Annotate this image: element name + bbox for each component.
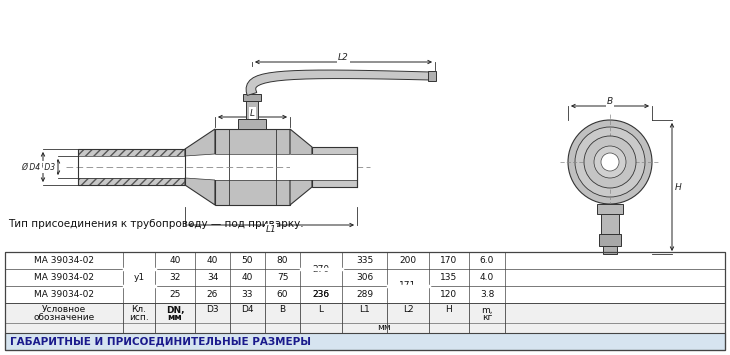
Bar [238, 119, 266, 129]
Polygon shape [185, 129, 215, 205]
Text: 75: 75 [277, 273, 288, 282]
Text: 33: 33 [242, 290, 253, 299]
Text: МА 39034-02: МА 39034-02 [34, 256, 94, 265]
Text: Ø D3: Ø D3 [36, 163, 55, 171]
Text: обозначение: обозначение [34, 313, 95, 322]
Text: 236: 236 [312, 290, 329, 299]
Text: 25: 25 [169, 290, 181, 299]
Bar [78, 149, 185, 185]
Circle shape [601, 153, 619, 171]
Text: H: H [675, 182, 681, 191]
Bar [5, 269, 725, 286]
Bar [428, 71, 436, 81]
Text: 270: 270 [312, 264, 329, 273]
Text: 289: 289 [356, 290, 373, 299]
Bar [5, 333, 725, 350]
Text: L2: L2 [338, 53, 349, 61]
Text: МА 39034-02: МА 39034-02 [34, 290, 94, 299]
Text: 236: 236 [312, 290, 329, 299]
Text: L: L [250, 109, 255, 118]
Text: 120: 120 [440, 290, 458, 299]
Text: исп.: исп. [129, 313, 149, 322]
Polygon shape [290, 154, 312, 180]
Bar [78, 178, 185, 185]
Text: 171: 171 [399, 282, 417, 290]
Text: H: H [445, 306, 453, 315]
Text: L1: L1 [359, 306, 370, 315]
Text: m,: m, [481, 306, 493, 315]
Text: 50: 50 [242, 256, 253, 265]
Text: 32: 32 [169, 273, 181, 282]
Text: 40: 40 [242, 273, 253, 282]
Bar [215, 154, 290, 180]
Text: МА 39034-02: МА 39034-02 [34, 273, 94, 282]
Text: L: L [318, 306, 323, 315]
Text: мм: мм [377, 323, 391, 333]
Circle shape [575, 127, 645, 197]
Bar [5, 286, 725, 303]
Bar [5, 303, 725, 333]
Text: 170: 170 [440, 256, 458, 265]
Text: 26: 26 [207, 290, 218, 299]
Text: кг: кг [482, 313, 492, 322]
Text: 34: 34 [207, 273, 218, 282]
Text: B: B [607, 97, 613, 105]
Bar [78, 149, 185, 156]
Text: 4.0: 4.0 [480, 273, 494, 282]
Bar [312, 154, 357, 180]
Circle shape [568, 120, 652, 204]
Bar [312, 147, 357, 187]
Bar [5, 252, 725, 350]
Bar [601, 214, 619, 234]
Text: D3: D3 [206, 306, 219, 315]
Text: 6.0: 6.0 [480, 256, 494, 265]
Bar [243, 94, 261, 101]
Text: 135: 135 [440, 273, 458, 282]
Polygon shape [185, 154, 215, 180]
Text: L2: L2 [403, 306, 413, 315]
Polygon shape [290, 129, 312, 205]
Text: B: B [280, 306, 285, 315]
Text: DN,: DN, [166, 306, 184, 315]
Text: L1: L1 [266, 225, 277, 235]
Text: Тип присоединения к трубопроводу — под приварку.: Тип присоединения к трубопроводу — под п… [8, 219, 304, 229]
Bar [603, 246, 617, 254]
Text: 40: 40 [169, 256, 181, 265]
Text: у1: у1 [134, 273, 145, 282]
Text: D4: D4 [241, 306, 254, 315]
Text: Условное: Условное [42, 306, 86, 315]
Text: 80: 80 [277, 256, 288, 265]
Circle shape [594, 146, 626, 178]
Text: Ø D4: Ø D4 [21, 163, 41, 171]
Text: 40: 40 [207, 256, 218, 265]
Bar [597, 204, 623, 214]
Text: 335: 335 [356, 256, 373, 265]
Bar [215, 129, 290, 205]
Bar [78, 156, 185, 178]
Bar [599, 234, 621, 246]
Text: мм: мм [168, 313, 182, 322]
Text: 60: 60 [277, 290, 288, 299]
Bar [78, 149, 185, 185]
Bar [5, 252, 725, 269]
Bar [246, 101, 258, 119]
Text: ГАБАРИТНЫЕ И ПРИСОЕДИНИТЕЛЬНЫЕ РАЗМЕРЫ: ГАБАРИТНЫЕ И ПРИСОЕДИНИТЕЛЬНЫЕ РАЗМЕРЫ [10, 337, 311, 346]
Text: 3.8: 3.8 [480, 290, 494, 299]
Circle shape [584, 136, 636, 188]
Text: 200: 200 [399, 256, 417, 265]
Text: 306: 306 [356, 273, 373, 282]
Polygon shape [246, 70, 430, 95]
Text: Кл.: Кл. [131, 306, 147, 315]
